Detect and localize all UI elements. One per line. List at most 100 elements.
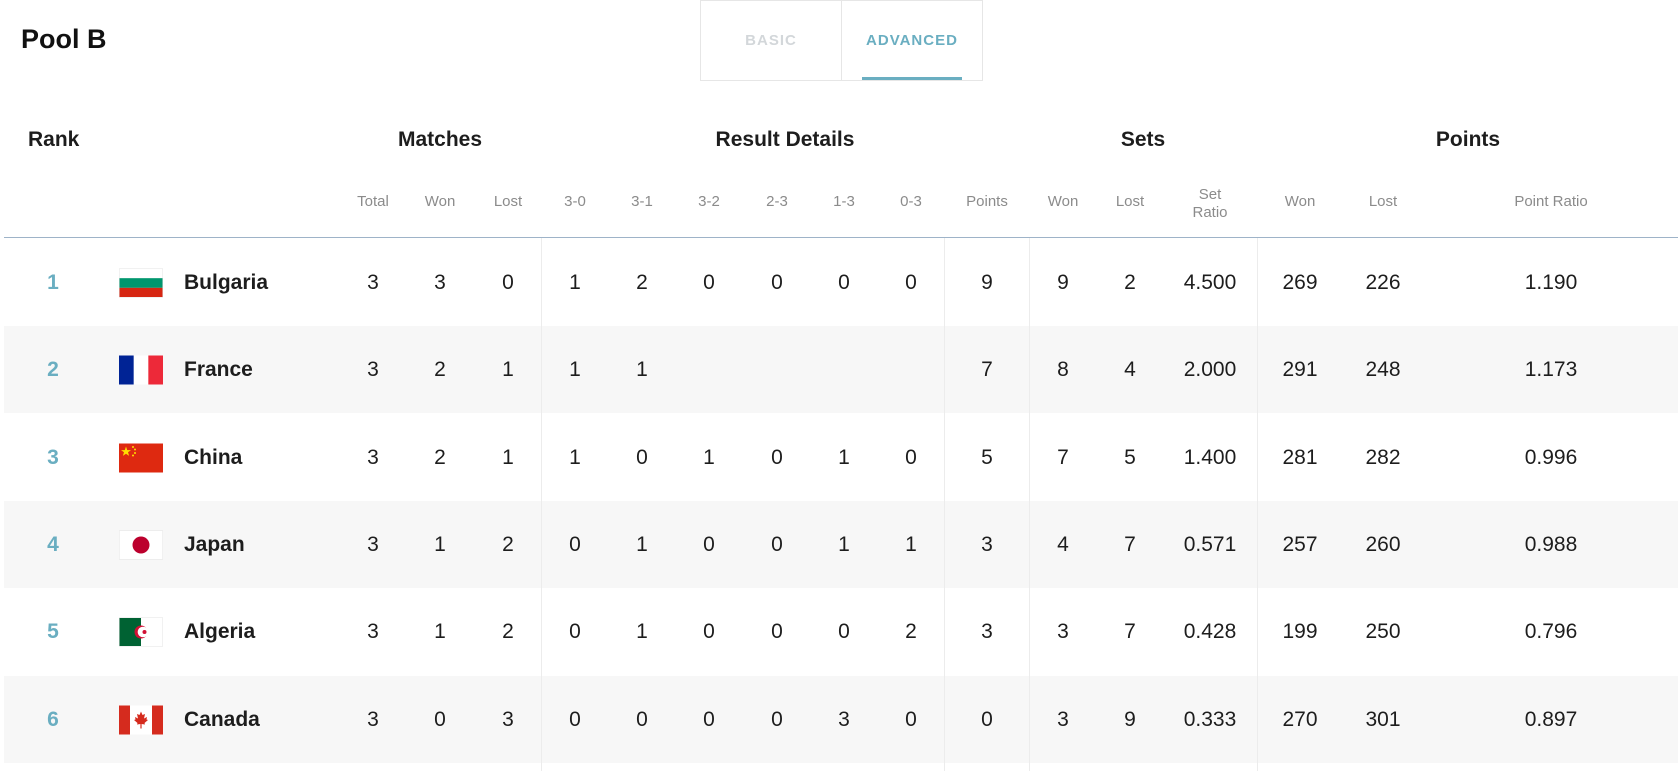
col-won-header: Won	[424, 193, 456, 210]
cell-sets-lost: 2	[1124, 270, 1136, 294]
tab-basic[interactable]: BASIC	[745, 32, 797, 49]
matches-header: Matches	[397, 128, 483, 151]
cell-pts-lost: 260	[1365, 532, 1401, 556]
table-row[interactable]: 4 Japan 3 1 2 0 1 0 0 1 1 3 4 7 0.571 257 260 0.988	[4, 501, 1678, 588]
cell-lost: 1	[502, 445, 514, 469]
team-name[interactable]: Canada	[184, 707, 260, 731]
cell-r30: 1	[569, 270, 581, 294]
cell-pts-lost: 282	[1365, 445, 1401, 469]
cell-r23: 0	[771, 445, 783, 469]
cell-won: 0	[434, 707, 446, 731]
cell-r30: 0	[569, 707, 581, 731]
cell-r31: 1	[636, 532, 648, 556]
team-name[interactable]: Japan	[184, 532, 245, 556]
col-total-header: Total	[357, 193, 389, 210]
cell-pts-won: 199	[1282, 619, 1318, 643]
cell-point-ratio: 0.996	[1524, 445, 1578, 469]
cell-total: 3	[367, 532, 379, 556]
bulgaria-flag	[119, 268, 163, 297]
cell-sets-won: 4	[1057, 532, 1069, 556]
pool-title: Pool B	[21, 24, 107, 54]
cell-points: 3	[981, 532, 993, 556]
header-divider	[4, 237, 1678, 238]
cell-r31: 1	[636, 357, 648, 381]
col-pts-won-header: Won	[1284, 193, 1316, 210]
cell-won: 1	[434, 532, 446, 556]
table-row[interactable]: 6 Canada 3 0 3 0 0 0 0 3 0 0 3 9 0.333 270 301 0.897	[4, 676, 1678, 763]
cell-won: 2	[434, 357, 446, 381]
cell-r31: 0	[636, 707, 648, 731]
cell-set-ratio: 0.571	[1183, 532, 1237, 556]
cell-sets-won: 3	[1057, 707, 1069, 731]
tab-advanced[interactable]: ADVANCED	[841, 1, 982, 80]
table-row[interactable]: 2 France 3 2 1 1 1 7 8 4 2.000 291 248 1.173	[4, 326, 1678, 413]
cell-pts-won: 269	[1282, 270, 1318, 294]
cell-point-ratio: 0.988	[1524, 532, 1578, 556]
table-row[interactable]: 3 China 3 2 1 1 0 1 0 1 0 5 7 5 1.400 281 282 0.996	[4, 414, 1678, 501]
cell-points: 5	[981, 445, 993, 469]
cell-r03: 0	[905, 707, 917, 731]
col-set-ratio-header: Set Ratio	[1192, 186, 1227, 222]
col-3-2-header: 3-2	[698, 193, 720, 210]
cell-r13: 3	[838, 707, 850, 731]
cell-sets-lost: 9	[1124, 707, 1136, 731]
rank-number: 3	[47, 445, 59, 469]
cell-total: 3	[367, 707, 379, 731]
cell-r32: 0	[703, 707, 715, 731]
cell-total: 3	[367, 270, 379, 294]
cell-r31: 2	[636, 270, 648, 294]
cell-sets-lost: 5	[1124, 445, 1136, 469]
cell-points: 3	[981, 619, 993, 643]
team-name[interactable]: Algeria	[184, 619, 256, 643]
cell-r31: 1	[636, 619, 648, 643]
cell-lost: 1	[502, 357, 514, 381]
view-tabs: BASIC ADVANCED	[700, 0, 983, 81]
col-3-1-header: 3-1	[631, 193, 653, 210]
rank-number: 6	[47, 707, 59, 731]
cell-r23: 0	[771, 619, 783, 643]
cell-r31: 0	[636, 445, 648, 469]
col-sets-won-header: Won	[1047, 193, 1079, 210]
cell-pts-won: 291	[1282, 357, 1318, 381]
cell-point-ratio: 1.173	[1524, 357, 1578, 381]
cell-r23: 0	[771, 532, 783, 556]
cell-r32: 0	[703, 619, 715, 643]
cell-r30: 1	[569, 445, 581, 469]
team-name[interactable]: China	[184, 445, 243, 469]
column-divider	[1029, 238, 1030, 771]
cell-point-ratio: 0.897	[1524, 707, 1578, 731]
cell-set-ratio: 4.500	[1183, 270, 1237, 294]
cell-r30: 0	[569, 619, 581, 643]
team-name[interactable]: France	[184, 357, 253, 381]
result-details-header: Result Details	[715, 128, 855, 151]
set-ratio-line2: Ratio	[1192, 204, 1228, 221]
column-divider	[541, 238, 542, 771]
china-flag	[119, 443, 163, 472]
column-divider	[944, 238, 945, 771]
cell-lost: 0	[502, 270, 514, 294]
rank-number: 2	[47, 357, 59, 381]
rank-number: 1	[47, 270, 59, 294]
cell-r23: 0	[771, 270, 783, 294]
col-3-0-header: 3-0	[564, 193, 586, 210]
cell-points: 7	[981, 357, 993, 381]
cell-r13: 0	[838, 619, 850, 643]
col-point-ratio-header: Point Ratio	[1514, 193, 1588, 210]
canada-flag	[119, 705, 163, 734]
cell-pts-won: 281	[1282, 445, 1318, 469]
cell-total: 3	[367, 619, 379, 643]
cell-r13: 0	[838, 270, 850, 294]
cell-lost: 2	[502, 532, 514, 556]
cell-r03: 1	[905, 532, 917, 556]
cell-sets-won: 3	[1057, 619, 1069, 643]
cell-sets-won: 7	[1057, 445, 1069, 469]
cell-pts-won: 270	[1282, 707, 1318, 731]
cell-r32: 0	[703, 270, 715, 294]
table-row[interactable]: 1 Bulgaria 3 3 0 1 2 0 0 0 0 9 9 2 4.500 269 226 1.190	[4, 239, 1678, 326]
cell-lost: 3	[502, 707, 514, 731]
cell-r23: 0	[771, 707, 783, 731]
col-1-3-header: 1-3	[833, 193, 855, 210]
algeria-flag	[119, 617, 163, 646]
team-name[interactable]: Bulgaria	[184, 270, 269, 294]
table-row[interactable]: 5 Algeria 3 1 2 0 1 0 0 0 2 3 3 7 0.428 199 250 0.796	[4, 588, 1678, 675]
